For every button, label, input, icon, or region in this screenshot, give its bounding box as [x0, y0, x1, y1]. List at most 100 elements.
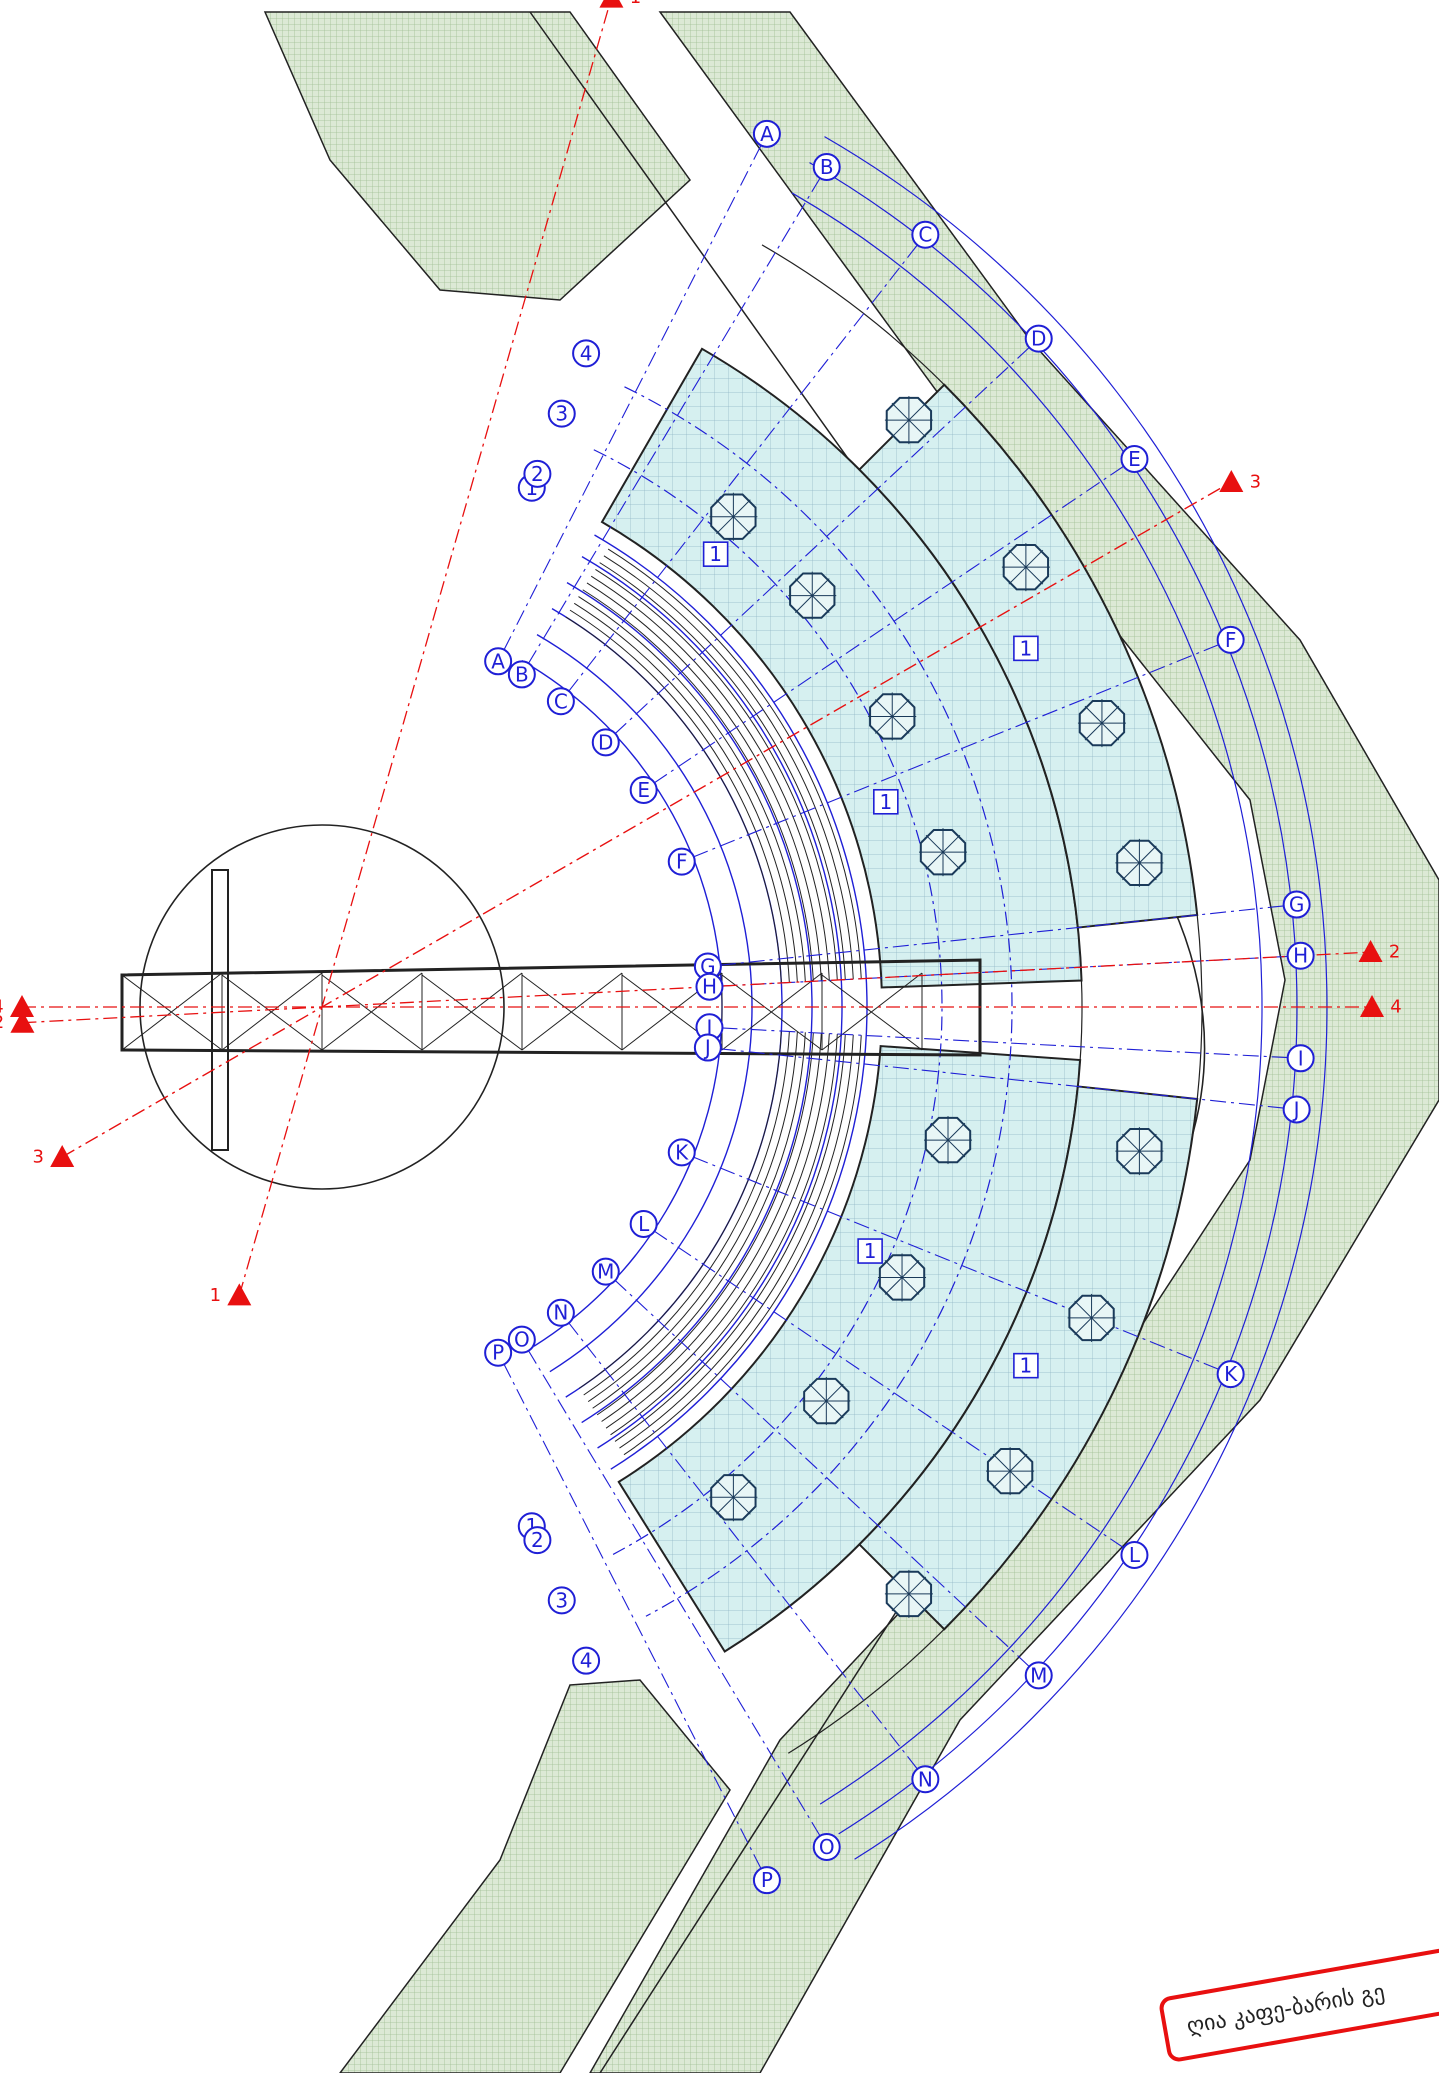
- grid-bubble-O[interactable]: O: [812, 1833, 841, 1862]
- section-marker-3[interactable]: 3: [32, 1145, 75, 1168]
- stairs: [565, 548, 862, 1456]
- stair-step: [582, 589, 814, 982]
- grid-bubble-label: G: [700, 954, 716, 978]
- grid-bubble-circle: [1120, 444, 1149, 473]
- section-triangle: [1360, 995, 1384, 1017]
- section-triangle: [50, 1145, 75, 1167]
- grid-bubble-label: K: [1224, 1362, 1238, 1386]
- bridge-walkway: [120, 869, 982, 1151]
- grid-bubble-label: O: [514, 1328, 530, 1352]
- radial-axis-line-K: [692, 1156, 1231, 1375]
- grid-bubble-inner-L[interactable]: L: [629, 1209, 658, 1238]
- grid-bubble-circle: [523, 459, 552, 488]
- grid-bubble-M[interactable]: M: [1024, 1661, 1053, 1690]
- grid-bubble-inner-D[interactable]: D: [591, 728, 620, 757]
- stair-step: [573, 602, 798, 983]
- table-umbrella: [1115, 1127, 1164, 1176]
- grid-bubble-D[interactable]: D: [1024, 324, 1053, 353]
- grid-bubble-inner-H[interactable]: H: [695, 972, 724, 1001]
- arc-axis-bubble-4[interactable]: 4: [572, 339, 601, 368]
- section-triangle: [227, 1283, 252, 1306]
- arc-line: [594, 534, 868, 1470]
- grid-bubble-label: B: [515, 662, 529, 686]
- radial-axis-line-I: [721, 1027, 1301, 1059]
- section-marker-4[interactable]: 4: [0, 995, 34, 1018]
- lawn-strip-lower-left: [339, 1679, 731, 2073]
- grid-bubble-A[interactable]: A: [752, 119, 781, 148]
- grid-bubble-label: 2: [531, 462, 544, 486]
- section-marker-3[interactable]: 3: [1219, 470, 1261, 493]
- grid-bubble-circle: [1120, 1541, 1149, 1570]
- grid-bubble-E[interactable]: E: [1120, 444, 1149, 473]
- lawn-strip-outer: [589, 11, 1439, 2073]
- grid-bubble-circle: [1216, 1360, 1245, 1389]
- grid-bubble-circle: [1286, 941, 1315, 970]
- section-label: 1: [630, 0, 641, 8]
- grid-bubble-label: B: [820, 155, 834, 179]
- grid-bubble-circle: [667, 847, 696, 876]
- grid-bubble-inner-N[interactable]: N: [546, 1298, 575, 1327]
- grid-bubble-circle: [546, 1298, 575, 1327]
- radial-axis-line-F: [692, 639, 1231, 858]
- grid-bubble-J[interactable]: J: [1282, 1095, 1311, 1124]
- arc-axis-bubble-3[interactable]: 3: [547, 1586, 576, 1615]
- grid-bubble-L[interactable]: L: [1120, 1541, 1149, 1570]
- arc-line: [791, 192, 1263, 1805]
- stair-step: [601, 1033, 822, 1422]
- support-beam: [211, 869, 229, 1151]
- section-marker-2[interactable]: 2: [0, 1010, 35, 1034]
- grid-bubble-G[interactable]: G: [1282, 890, 1311, 919]
- grid-bubble-I[interactable]: I: [1286, 1044, 1315, 1073]
- stair-step: [595, 568, 838, 981]
- grid-bubble-label: K: [675, 1140, 689, 1164]
- grid-bubble-inner-J[interactable]: J: [693, 1033, 722, 1062]
- stair-step: [596, 1032, 814, 1416]
- grid-bubble-N[interactable]: N: [911, 1765, 940, 1794]
- section-triangle: [599, 0, 624, 8]
- stair-step: [605, 1033, 830, 1429]
- zone-tag: 1: [857, 1238, 883, 1264]
- arc-axis-bubble-2[interactable]: 2: [523, 1526, 552, 1555]
- section-marker-1[interactable]: 1: [210, 1283, 252, 1306]
- grid-bubble-inner-B[interactable]: B: [507, 660, 536, 689]
- grid-bubble-C[interactable]: C: [911, 220, 940, 249]
- arc-line: [566, 582, 813, 1424]
- grid-bubble-inner-K[interactable]: K: [667, 1138, 696, 1167]
- table-umbrella: [709, 1473, 758, 1522]
- bridge-truss-panel: [421, 972, 523, 1051]
- stair-step: [614, 1034, 846, 1442]
- zone-tag-label: 1: [864, 1239, 877, 1263]
- grid-bubble-circle: [1024, 324, 1053, 353]
- grid-bubble-inner-M[interactable]: M: [591, 1257, 620, 1286]
- grid-bubble-B[interactable]: B: [812, 152, 841, 181]
- section-label: 3: [1250, 472, 1261, 493]
- section-marker-4[interactable]: 4: [1360, 995, 1402, 1018]
- grid-bubble-F[interactable]: F: [1216, 625, 1245, 654]
- arc-axis-bubble-3[interactable]: 3: [547, 399, 576, 428]
- grid-bubble-label: H: [702, 975, 717, 999]
- grid-bubble-label: J: [703, 1036, 711, 1060]
- arc-line: [809, 162, 1298, 1835]
- radial-axis-line-G: [719, 904, 1297, 966]
- arc-axis-bubble-2[interactable]: 2: [523, 459, 552, 488]
- grid-bubble-inner-P[interactable]: P: [484, 1338, 513, 1367]
- grid-bubble-inner-A[interactable]: A: [484, 647, 513, 676]
- grid-bubble-P[interactable]: P: [752, 1866, 781, 1895]
- grid-bubble-H[interactable]: H: [1286, 941, 1315, 970]
- grid-bubble-inner-F[interactable]: F: [667, 847, 696, 876]
- radial-axis-line-O: [527, 1349, 828, 1848]
- grid-bubble-inner-C[interactable]: C: [546, 687, 575, 716]
- grid-bubble-label: A: [491, 649, 505, 673]
- section-marker-1[interactable]: 1: [599, 0, 641, 8]
- grid-bubble-circle: [547, 1586, 576, 1615]
- grid-bubble-label: A: [760, 122, 774, 146]
- table-umbrella: [1067, 1293, 1116, 1342]
- arc-axis-bubble-4[interactable]: 4: [572, 1646, 601, 1675]
- section-marker-2[interactable]: 2: [1358, 940, 1401, 963]
- grid-bubble-K[interactable]: K: [1216, 1360, 1245, 1389]
- stair-step: [623, 1035, 862, 1456]
- grid-bubble-inner-E[interactable]: E: [629, 776, 658, 805]
- grid-bubble-inner-O[interactable]: O: [507, 1325, 536, 1354]
